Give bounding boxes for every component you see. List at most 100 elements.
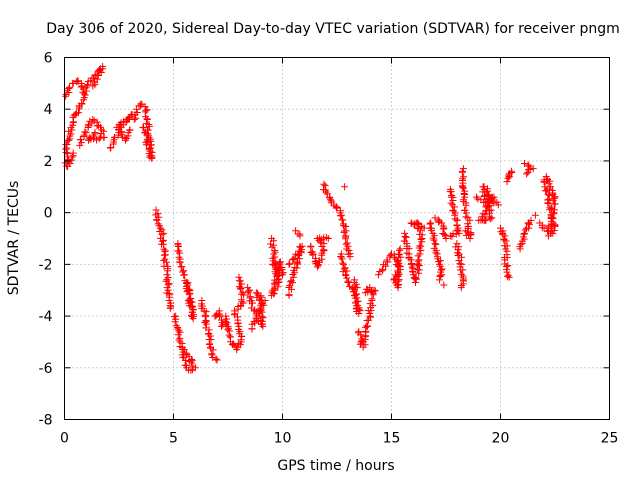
x-tick-label: 25	[601, 431, 619, 447]
data-point	[203, 320, 211, 328]
data-point	[427, 226, 435, 234]
data-point	[237, 290, 245, 298]
data-point	[146, 144, 154, 152]
axis-ticks: 0 5 10 15 20 25 -8 -6 -4 -2 0 2 4 6	[39, 51, 619, 447]
data-series-arc-20	[426, 214, 450, 289]
data-point	[69, 149, 77, 157]
data-point	[517, 240, 525, 248]
data-point	[407, 219, 415, 227]
y-tick-label: 2	[44, 154, 53, 170]
data-point	[295, 251, 303, 259]
data-point	[484, 203, 492, 211]
data-point	[503, 268, 511, 276]
data-point	[504, 272, 512, 280]
data-point	[487, 206, 495, 214]
data-point	[278, 269, 286, 277]
data-point	[75, 105, 83, 113]
data-point	[524, 169, 532, 177]
data-point	[417, 236, 425, 244]
data-point	[68, 126, 76, 134]
data-point	[180, 271, 188, 279]
data-point	[175, 327, 183, 335]
data-point	[454, 251, 462, 259]
y-tick-label: 6	[44, 51, 53, 67]
data-point	[436, 273, 444, 281]
data-series-arc-04	[106, 110, 136, 152]
data-point	[99, 65, 107, 73]
data-point	[158, 230, 166, 238]
data-point	[438, 271, 446, 279]
data-point	[368, 295, 376, 303]
data-point	[336, 212, 344, 220]
data-point	[97, 129, 105, 137]
data-point	[202, 308, 210, 316]
data-series-arc-14	[307, 233, 332, 271]
data-series-arc-02	[76, 116, 108, 149]
data-point	[494, 201, 502, 209]
data-point	[139, 123, 147, 131]
data-point	[435, 276, 443, 284]
data-point	[320, 246, 328, 254]
data-point	[549, 209, 557, 217]
data-point	[409, 267, 417, 275]
y-tick-label: 4	[44, 102, 53, 118]
x-tick-label: 0	[60, 431, 69, 447]
data-point	[201, 318, 209, 326]
data-point	[77, 139, 85, 147]
data-point	[520, 160, 528, 168]
data-point	[156, 224, 164, 232]
data-point	[270, 261, 278, 269]
data-point	[520, 229, 528, 237]
data-point	[89, 82, 97, 90]
data-point	[132, 114, 140, 122]
data-series-arc-21	[446, 185, 463, 240]
data-point	[440, 225, 448, 233]
data-point	[394, 267, 402, 275]
y-tick-label: -8	[39, 413, 53, 429]
data-point	[172, 322, 180, 330]
data-point	[466, 235, 474, 242]
data-point	[342, 222, 350, 230]
data-point	[352, 290, 360, 298]
y-axis-title: SDTVAR / TECUs	[6, 181, 22, 296]
data-point	[182, 349, 190, 357]
data-point	[97, 69, 105, 77]
data-series-arc-06	[152, 206, 175, 312]
data-point	[435, 218, 443, 226]
data-point	[66, 83, 74, 91]
data-point	[107, 144, 115, 152]
data-point	[501, 242, 509, 250]
data-point	[207, 336, 215, 344]
data-point	[62, 148, 70, 156]
data-point	[259, 314, 267, 322]
data-point	[124, 115, 132, 123]
data-point	[167, 303, 175, 311]
data-point	[326, 196, 334, 204]
data-point	[416, 250, 424, 258]
data-point	[127, 112, 135, 120]
data-point	[416, 230, 424, 238]
data-point	[209, 346, 217, 354]
data-point	[273, 271, 281, 279]
data-point	[83, 81, 91, 89]
data-series-arc-07	[174, 240, 198, 323]
data-point	[165, 280, 173, 288]
x-axis-title: GPS time / hours	[277, 458, 394, 474]
data-series-arc-15	[319, 180, 354, 261]
data-point	[366, 300, 374, 308]
data-point	[231, 307, 239, 315]
data-point	[541, 187, 549, 195]
data-point	[171, 318, 179, 326]
data-point	[276, 258, 284, 266]
data-point	[343, 274, 351, 282]
data-point	[267, 240, 275, 248]
data-point	[91, 128, 99, 136]
data-point	[271, 246, 279, 254]
data-point	[551, 193, 559, 201]
data-point	[504, 262, 512, 270]
data-series-arc-08	[170, 312, 199, 374]
data-point	[401, 229, 409, 237]
data-series-arc-12	[267, 235, 287, 299]
data-point	[130, 116, 138, 124]
data-point	[324, 235, 332, 242]
